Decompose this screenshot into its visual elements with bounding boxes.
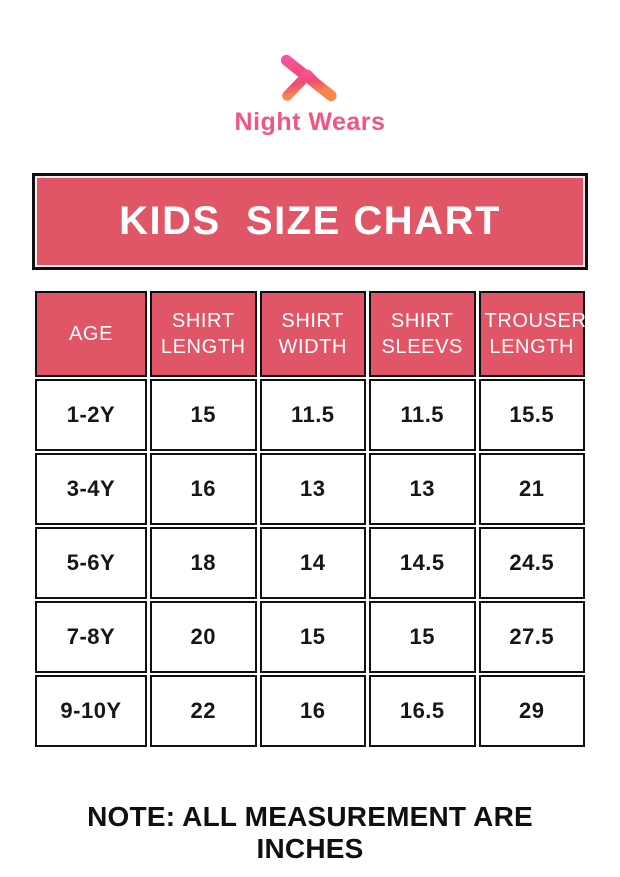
- cell-shirt-width: 16: [259, 675, 366, 747]
- table-row: 7-8Y 20 15 15 27.5: [35, 601, 585, 673]
- cell-shirt-sleeves: 16.5: [369, 675, 476, 747]
- nw-monogram-icon: [280, 54, 337, 102]
- cell-trouser-length: 15.5: [478, 379, 585, 451]
- cell-trouser-length: 21: [478, 453, 585, 525]
- table-row: 9-10Y 22 16 16.5 29: [35, 675, 585, 747]
- cell-age: 7-8Y: [35, 601, 147, 673]
- cell-shirt-sleeves: 13: [369, 453, 476, 525]
- table-row: 3-4Y 16 13 13 21: [35, 453, 585, 525]
- table-header-row: AGE SHIRT LENGTH SHIRT WIDTH SHIRT SLEEV…: [35, 291, 586, 377]
- cell-shirt-sleeves: 15: [369, 601, 476, 673]
- header-cell-trouser-length: TROUSER LENGTH: [478, 291, 586, 377]
- cell-shirt-width: 14: [259, 527, 366, 599]
- cell-shirt-length: 16: [150, 453, 257, 525]
- cell-age: 9-10Y: [35, 675, 147, 747]
- cell-shirt-width: 13: [259, 453, 366, 525]
- table-row: 1-2Y 15 11.5 11.5 15.5: [35, 379, 585, 451]
- header-cell-shirt-width: SHIRT WIDTH: [259, 291, 366, 377]
- cell-trouser-length: 24.5: [478, 527, 585, 599]
- banner-title: KIDS SIZE CHART: [119, 199, 501, 243]
- cell-trouser-length: 29: [478, 675, 585, 747]
- header-cell-shirt-sleeves: SHIRT SLEEVS: [369, 291, 476, 377]
- cell-shirt-length: 18: [150, 527, 257, 599]
- brand-logo: Night Wears: [32, 0, 588, 137]
- cell-shirt-width: 15: [259, 601, 366, 673]
- table-row: 5-6Y 18 14 14.5 24.5: [35, 527, 585, 599]
- cell-shirt-length: 15: [150, 379, 257, 451]
- cell-shirt-length: 22: [150, 675, 257, 747]
- size-table: AGE SHIRT LENGTH SHIRT WIDTH SHIRT SLEEV…: [32, 289, 588, 749]
- cell-shirt-sleeves: 11.5: [369, 379, 476, 451]
- measurement-note: NOTE: ALL MEASUREMENT ARE INCHES: [87, 801, 533, 864]
- cell-age: 5-6Y: [35, 527, 147, 599]
- cell-age: 1-2Y: [35, 379, 147, 451]
- cell-shirt-width: 11.5: [259, 379, 366, 451]
- cell-age: 3-4Y: [35, 453, 147, 525]
- size-chart-banner: KIDS SIZE CHART: [32, 173, 588, 270]
- cell-trouser-length: 27.5: [478, 601, 585, 673]
- header-cell-age: AGE: [35, 291, 147, 377]
- cell-shirt-length: 20: [150, 601, 257, 673]
- brand-name: Night Wears: [234, 108, 386, 136]
- cell-shirt-sleeves: 14.5: [369, 527, 476, 599]
- header-cell-shirt-length: SHIRT LENGTH: [150, 291, 257, 377]
